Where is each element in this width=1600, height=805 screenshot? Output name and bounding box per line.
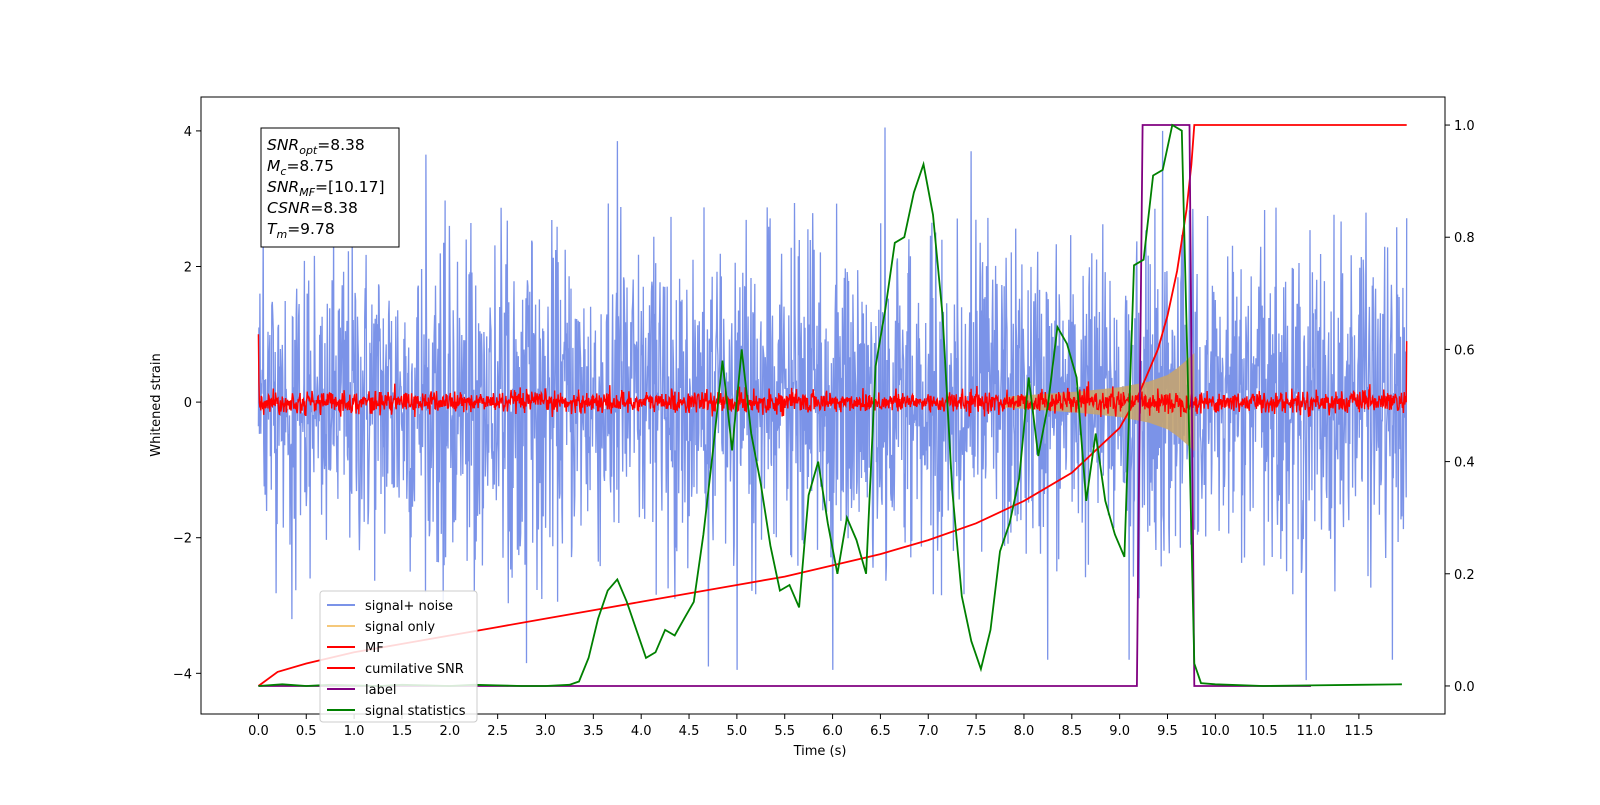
x-tick-label: 3.0 <box>535 724 556 739</box>
x-tick-label: 5.5 <box>774 724 795 739</box>
x-tick-label: 0.5 <box>296 724 317 739</box>
mc-text: Mc=8.75 <box>267 157 334 178</box>
y-tick-label: 2 <box>184 261 192 276</box>
x-tick-label: 10.5 <box>1249 724 1278 739</box>
x-tick-label: 8.5 <box>1061 724 1082 739</box>
legend: signal+ noise signal only MF cumilative SNR… <box>319 590 478 723</box>
y2-tick-label: 0.4 <box>1454 456 1475 471</box>
csnr-text: CSNR=8.38 <box>267 199 358 217</box>
x-tick-label: 2.0 <box>439 724 460 739</box>
y-axis-label: Whitened strain <box>149 353 164 456</box>
x-tick-label: 1.5 <box>392 724 413 739</box>
series-signal-statistics <box>258 123 1402 687</box>
legend-label: label <box>365 683 396 698</box>
x-tick-label: 9.5 <box>1157 724 1178 739</box>
snr-mf-text: SNRMF=[10.17] <box>267 178 385 199</box>
x-tick-label: 6.5 <box>870 724 891 739</box>
y-tick-label: −2 <box>173 532 192 547</box>
legend-label: MF <box>365 641 384 656</box>
y2-tick-label: 0.2 <box>1454 568 1475 583</box>
y2-tick-label: 0.0 <box>1454 680 1475 695</box>
x-tick-label: 10.0 <box>1201 724 1230 739</box>
y-tick-label: 0 <box>184 396 192 411</box>
series-label <box>258 124 1311 687</box>
x-tick-label: 6.0 <box>822 724 843 739</box>
legend-frame <box>319 590 478 723</box>
x-tick-label: 11.5 <box>1344 724 1373 739</box>
snr-opt-text: SNRopt=8.38 <box>267 136 365 157</box>
x-tick-label: 4.5 <box>679 724 700 739</box>
x-axis-label: Time (s) <box>793 744 847 759</box>
annotation-box: SNRopt=8.38 Mc=8.75 SNRMF=[10.17] CSNR=8… <box>260 127 400 248</box>
series-signal-noise <box>257 127 1408 681</box>
legend-label: cumilative SNR <box>365 662 464 677</box>
legend-label: signal only <box>365 620 435 635</box>
legend-label: signal statistics <box>365 704 466 719</box>
x-axis: 0.0 0.5 1.0 1.5 2.0 2.5 3.0 3.5 4.0 4.5 5.0 5.5 6.0 6… <box>248 714 1373 739</box>
y2-tick-label: 0.8 <box>1454 231 1475 246</box>
y-axis-right: 0.0 0.2 0.4 0.6 0.8 1.0 <box>1445 119 1475 695</box>
x-tick-label: 5.0 <box>727 724 748 739</box>
y2-tick-label: 0.6 <box>1454 343 1475 358</box>
x-tick-label: 3.5 <box>583 724 604 739</box>
x-tick-label: 2.5 <box>487 724 508 739</box>
x-tick-label: 8.0 <box>1014 724 1035 739</box>
x-tick-label: 7.5 <box>966 724 987 739</box>
series-mf <box>257 334 1408 418</box>
legend-label: signal+ noise <box>365 599 453 614</box>
tm-text: Tm=9.78 <box>267 220 335 241</box>
y2-tick-label: 1.0 <box>1454 119 1475 134</box>
x-tick-label: 1.0 <box>344 724 365 739</box>
x-tick-label: 4.0 <box>631 724 652 739</box>
y-axis-left: −4 −2 0 2 4 <box>173 125 201 682</box>
plot-frame <box>200 96 1446 715</box>
x-tick-label: 9.0 <box>1109 724 1130 739</box>
y-tick-label: −4 <box>173 667 192 682</box>
x-tick-label: 0.0 <box>248 724 269 739</box>
annotation-box-frame <box>260 127 400 248</box>
y-tick-label: 4 <box>184 125 192 140</box>
x-tick-label: 11.0 <box>1297 724 1326 739</box>
x-tick-label: 7.0 <box>918 724 939 739</box>
